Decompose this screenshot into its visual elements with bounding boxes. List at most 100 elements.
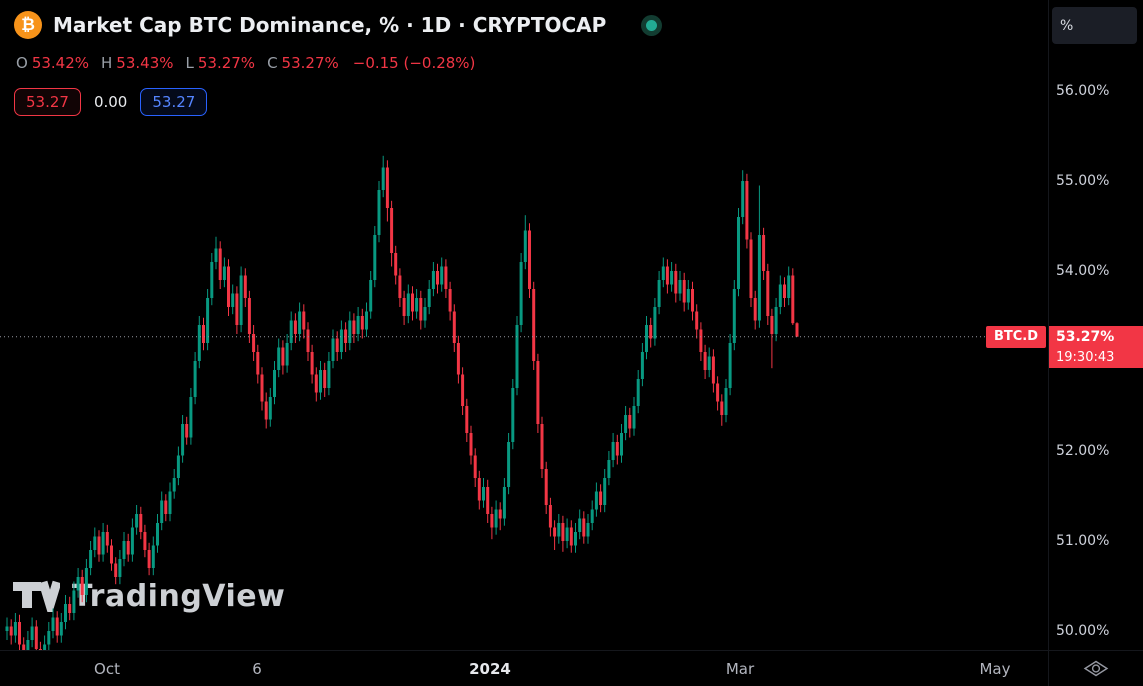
candle	[84, 568, 88, 595]
time-axis[interactable]: Oct 6 2024 Mar May	[0, 650, 1048, 686]
candle	[787, 275, 791, 298]
candle	[561, 523, 565, 541]
price-axis-label: 54.00%	[1056, 263, 1110, 279]
symbol-title[interactable]: Market Cap BTC Dominance, % · 1D · CRYPT…	[53, 13, 607, 37]
candle	[411, 293, 414, 312]
candle	[649, 325, 653, 339]
candle	[724, 388, 728, 415]
candle	[101, 532, 105, 555]
candle	[732, 289, 736, 343]
candle	[210, 262, 214, 298]
candle	[302, 311, 306, 330]
candle	[264, 401, 268, 420]
candle	[532, 289, 536, 361]
candle	[548, 505, 552, 528]
price-axis-label: 56.00%	[1056, 83, 1110, 99]
candle	[536, 361, 540, 424]
candle	[331, 338, 335, 361]
candle	[76, 577, 80, 591]
candle	[202, 325, 205, 343]
candle	[578, 518, 582, 532]
candle	[540, 424, 544, 469]
price-axis-label: 52.00%	[1056, 443, 1110, 459]
zero-value-badge: 0.00	[93, 93, 128, 111]
candle	[711, 356, 715, 384]
candle	[427, 289, 431, 307]
candle	[448, 289, 452, 312]
candle	[323, 370, 327, 388]
candle	[189, 397, 193, 438]
tradingview-watermark: TradingView	[12, 576, 285, 621]
candle	[757, 235, 761, 321]
axis-corner	[1048, 650, 1143, 686]
last-price-label: 53.27%	[1049, 325, 1143, 348]
candle	[356, 316, 360, 334]
time-axis-label: 2024	[469, 659, 511, 678]
candle	[260, 374, 264, 402]
candle	[682, 280, 686, 303]
candle	[143, 532, 147, 550]
high-value: 53.43%	[116, 54, 174, 72]
candle	[565, 527, 569, 541]
price-axis[interactable]: % 53.27% 19:30:43 56.00% 55.00% 54.00% 52.0…	[1048, 0, 1143, 650]
time-axis-label: 6	[252, 659, 262, 678]
candle	[231, 293, 235, 307]
candle	[594, 491, 598, 510]
candle	[741, 181, 745, 217]
candle	[766, 271, 770, 316]
symbol-header-row: ₿ Market Cap BTC Dominance, % · 1D · CRY…	[14, 11, 663, 39]
price-axis-unit-button[interactable]: %	[1052, 7, 1137, 44]
candle	[569, 527, 573, 546]
candle	[239, 275, 243, 325]
candle	[110, 545, 113, 564]
candle	[247, 298, 251, 334]
candle	[105, 532, 109, 546]
candle	[783, 284, 786, 298]
candle	[632, 406, 636, 429]
candle	[436, 271, 439, 285]
candle	[620, 433, 623, 456]
candle	[515, 325, 519, 388]
candle	[314, 374, 318, 393]
candle	[377, 190, 381, 235]
candle	[586, 523, 590, 537]
candle	[749, 239, 753, 298]
candlestick-chart[interactable]	[0, 0, 1048, 650]
candle	[511, 388, 515, 442]
candle	[385, 167, 389, 208]
candle	[168, 491, 172, 514]
series-price-flag: BTC.D	[985, 325, 1046, 348]
candle	[603, 478, 607, 505]
candle	[97, 536, 101, 555]
candle	[703, 352, 707, 370]
chart-visibility-icon[interactable]	[1083, 660, 1109, 677]
candle	[156, 523, 159, 546]
candle	[72, 590, 76, 613]
candle	[645, 325, 648, 352]
candle	[339, 329, 343, 352]
candle	[456, 343, 460, 375]
candle	[5, 626, 9, 631]
candle	[590, 509, 594, 523]
candle	[640, 352, 644, 379]
candle	[252, 334, 256, 352]
candle	[778, 284, 782, 307]
candle	[22, 644, 26, 650]
candle	[574, 532, 577, 546]
indicator-values-row: 53.27 0.00 53.27	[14, 88, 208, 116]
candle	[498, 509, 502, 519]
candle	[352, 320, 356, 334]
time-axis-label: May	[979, 659, 1011, 678]
candle	[30, 626, 34, 640]
chart-pane[interactable]: TradingView BTC.D ₿ Market Cap BTC Domin…	[0, 0, 1048, 650]
candle	[611, 442, 615, 460]
candle	[360, 316, 364, 330]
market-status-icon[interactable]	[641, 14, 663, 36]
candle	[636, 379, 640, 406]
candle	[707, 356, 711, 370]
candle	[277, 347, 281, 370]
candle	[222, 266, 226, 280]
candle	[256, 352, 260, 375]
high-price-badge: 53.27	[140, 88, 208, 116]
